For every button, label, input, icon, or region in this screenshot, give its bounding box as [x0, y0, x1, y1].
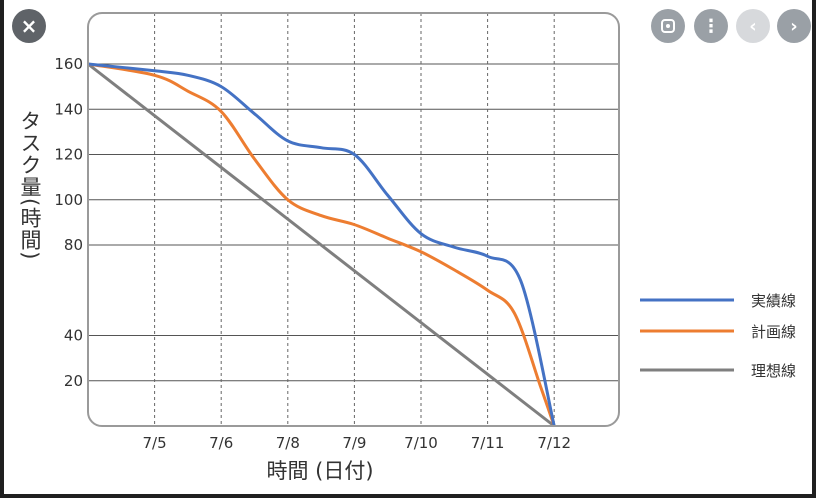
y-tick-label: 140 [54, 100, 83, 118]
series-layer [87, 62, 556, 428]
right-edge [812, 0, 816, 494]
y-tick-label: 120 [54, 146, 83, 164]
y-tick-label: 20 [64, 372, 83, 390]
legend-label: 計画線 [751, 323, 796, 341]
close-icon: × [20, 14, 38, 38]
next-button[interactable]: › [777, 9, 811, 43]
x-tick-label: 7/5 [143, 434, 167, 452]
y-axis-title: タスク量(時間) [18, 110, 42, 260]
plot-frame [87, 12, 620, 427]
lens-icon [661, 19, 675, 33]
y-tick-label: 80 [64, 236, 83, 254]
series-line [87, 62, 556, 427]
more-options-button[interactable]: ⋮ [694, 9, 728, 43]
more-vertical-icon: ⋮ [702, 15, 720, 37]
y-tick-label: 160 [54, 55, 83, 73]
previous-button[interactable]: ‹ [736, 9, 770, 43]
x-tick-label: 7/8 [276, 434, 300, 452]
x-tick-label: 7/9 [342, 434, 366, 452]
x-tick-label: 7/6 [209, 434, 233, 452]
x-tick-label: 7/10 [404, 434, 438, 452]
lens-search-button[interactable] [651, 9, 685, 43]
vertical-gridlines [154, 13, 555, 426]
x-axis-title: 時間 (日付) [266, 459, 373, 483]
y-tick-labels: 20 40 80 100 120 140 160 [54, 55, 83, 390]
x-tick-label: 7/11 [471, 434, 505, 452]
left-edge [0, 0, 4, 494]
legend-label: 実績線 [751, 292, 796, 310]
chevron-left-icon: ‹ [749, 15, 757, 37]
series-line [87, 62, 556, 428]
chevron-right-icon: › [790, 15, 798, 37]
legend-label: 理想線 [751, 362, 796, 380]
horizontal-gridlines [88, 63, 619, 382]
y-tick-label: 100 [54, 191, 83, 209]
y-tick-label: 40 [64, 327, 83, 345]
x-tick-labels: 7/5 7/6 7/8 7/9 7/10 7/11 7/12 [143, 434, 572, 452]
series-line [87, 62, 556, 427]
close-button[interactable]: × [12, 9, 46, 43]
x-tick-label: 7/12 [537, 434, 571, 452]
